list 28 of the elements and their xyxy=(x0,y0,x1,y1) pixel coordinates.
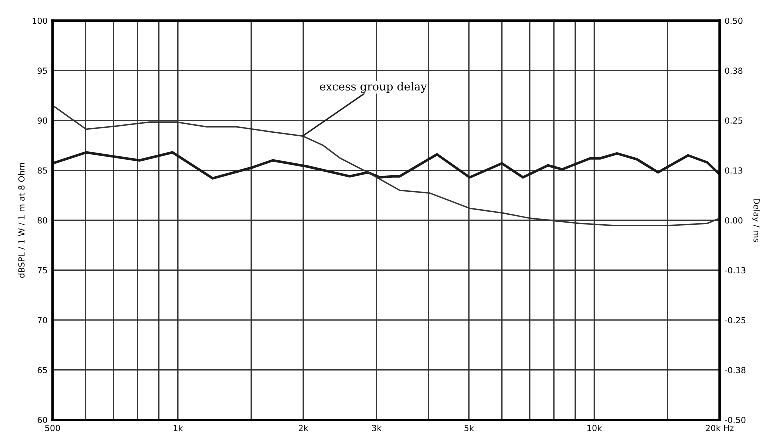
y-tick-label: 75 xyxy=(38,267,48,274)
y-axis-title: dBSPL / 1 W / 1 m at 8 Ohm xyxy=(18,163,26,278)
y2-tick-label: 0.13 xyxy=(725,168,743,174)
y-tick-label: 95 xyxy=(38,68,48,74)
y2-axis-title: Delay / ms xyxy=(752,199,760,242)
y2-tick-label: -0.13 xyxy=(725,267,746,274)
y-tick-label: 65 xyxy=(38,367,48,374)
y-tick-label: 70 xyxy=(38,317,48,324)
y2-tick-label: -0.25 xyxy=(725,317,746,324)
text: excess group delay xyxy=(320,82,428,94)
y-tick-label: 90 xyxy=(38,118,48,124)
y-tick-label: 100 xyxy=(32,18,48,24)
x-tick-label: 3k xyxy=(372,424,382,432)
y2-tick-label: 0.25 xyxy=(725,118,743,124)
y2-tick-label: 0.50 xyxy=(725,18,743,24)
y-tick-label: 60 xyxy=(38,417,48,424)
x-tick-label: 2k xyxy=(299,424,309,432)
y-tick-label: 80 xyxy=(38,217,48,224)
x-tick-label: 500 xyxy=(45,425,60,432)
x-tick-label: 1k xyxy=(174,424,184,432)
x-tick-label: 10k xyxy=(588,424,602,432)
x-tick-label: 5k xyxy=(464,424,474,432)
y2-tick-label: -0.50 xyxy=(725,417,746,424)
y-tick-label: 85 xyxy=(38,168,48,174)
y2-tick-label: 0.00 xyxy=(725,217,743,224)
y2-tick-label: 0.38 xyxy=(725,68,743,74)
x-tick-label: 20k Hz xyxy=(706,424,734,432)
y2-tick-label: -0.38 xyxy=(725,367,746,374)
